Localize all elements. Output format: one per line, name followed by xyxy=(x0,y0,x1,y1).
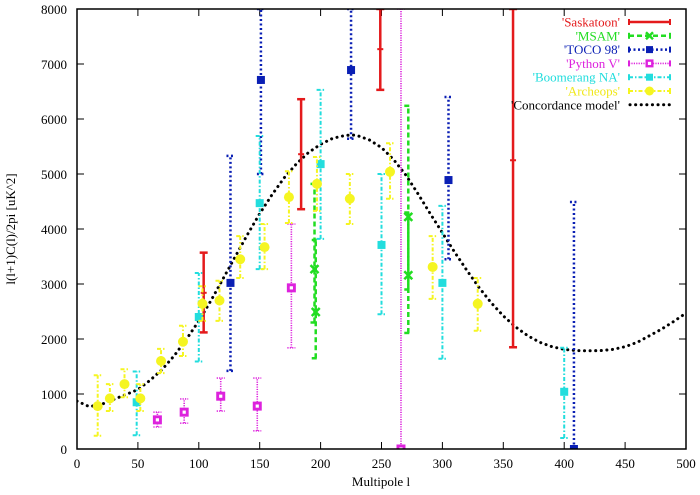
legend-label: 'Saskatoon' xyxy=(562,15,620,30)
plot-frame xyxy=(76,8,687,450)
legend-label: 'Archeops' xyxy=(565,84,620,99)
y-axis-label: l(l+1)C(l)/2pi [uK^2] xyxy=(3,173,18,284)
circle-marker xyxy=(92,401,103,412)
open-square-marker-center xyxy=(219,394,223,398)
open-square-marker-center xyxy=(255,404,259,408)
open-square-marker-center xyxy=(182,410,186,414)
series-msam xyxy=(309,104,414,360)
legend: 'Saskatoon''MSAM''TOCO 98''Python V''Boo… xyxy=(511,15,672,112)
circle-marker xyxy=(235,254,246,265)
legend-label: 'Python V' xyxy=(566,56,620,71)
x-axis-label: Multipole l xyxy=(352,474,411,489)
x-tick-label: 300 xyxy=(433,456,453,471)
circle-marker xyxy=(119,379,130,390)
series-boomerang-na xyxy=(132,88,569,439)
square-marker xyxy=(646,46,653,54)
x-marker xyxy=(403,270,414,281)
square-marker xyxy=(560,387,569,396)
x-marker xyxy=(310,307,321,317)
circle-marker xyxy=(259,242,270,253)
y-tick-label: 2000 xyxy=(41,332,67,347)
square-marker xyxy=(444,176,453,185)
y-tick-label: 6000 xyxy=(41,112,67,127)
y-tick-label: 0 xyxy=(61,442,68,457)
x-tick-label: 150 xyxy=(250,456,270,471)
circle-marker xyxy=(385,166,396,177)
circle-marker xyxy=(177,336,188,347)
open-square-marker-center xyxy=(155,418,159,422)
y-tick-label: 7000 xyxy=(41,57,67,72)
circle-marker xyxy=(311,178,322,189)
y-tick-label: 5000 xyxy=(41,167,67,182)
legend-label: 'Boomerang NA' xyxy=(533,70,620,85)
y-tick-label: 1000 xyxy=(41,387,67,402)
x-tick-label: 450 xyxy=(615,456,635,471)
square-marker xyxy=(255,199,264,208)
square-marker xyxy=(347,66,356,75)
square-marker xyxy=(132,398,141,407)
tick-labels: 0 50 100 150 200 250 300 350 400 450 5000100020003… xyxy=(41,2,696,471)
y-tick-label: 8000 xyxy=(41,2,67,17)
square-marker xyxy=(316,160,325,169)
x-tick-label: 400 xyxy=(554,456,574,471)
x-marker xyxy=(645,31,654,41)
square-marker xyxy=(256,75,265,84)
x-tick-label: 0 xyxy=(74,456,81,471)
square-marker xyxy=(226,278,235,287)
square-marker xyxy=(194,313,203,321)
circle-marker xyxy=(197,298,208,309)
open-square-marker-center xyxy=(647,61,652,65)
concordance-model-curve xyxy=(77,133,686,409)
circle-marker xyxy=(427,261,438,272)
legend-label: 'MSAM' xyxy=(576,28,620,43)
circle-marker xyxy=(344,193,355,204)
square-marker xyxy=(377,240,386,249)
circle-marker xyxy=(645,86,654,96)
series-toco-98 xyxy=(226,9,578,449)
x-tick-label: 500 xyxy=(676,456,696,471)
model-curve-layer xyxy=(77,133,686,409)
legend-label: 'TOCO 98' xyxy=(564,42,620,57)
circle-marker xyxy=(156,356,167,366)
y-tick-label: 4000 xyxy=(41,222,67,237)
circle-marker xyxy=(472,298,483,309)
square-marker xyxy=(438,278,447,287)
open-square-marker-center xyxy=(289,286,293,290)
legend-label: 'Concordance model' xyxy=(511,97,620,112)
square-marker xyxy=(569,445,578,449)
open-square-marker-center xyxy=(399,447,403,449)
y-tick-label: 3000 xyxy=(41,277,67,292)
series-layer xyxy=(92,9,578,449)
square-marker xyxy=(646,73,653,81)
series-archeops xyxy=(92,142,483,437)
x-tick-label: 200 xyxy=(311,456,331,471)
series-python-v xyxy=(152,9,406,449)
circle-marker xyxy=(135,393,146,404)
series-saskatoon xyxy=(199,9,518,349)
circle-marker xyxy=(104,393,115,404)
circle-marker xyxy=(214,295,225,306)
x-tick-label: 50 xyxy=(131,456,144,471)
x-tick-label: 250 xyxy=(372,456,392,471)
open-square-marker xyxy=(396,444,406,449)
x-tick-label: 100 xyxy=(189,456,209,471)
circle-marker xyxy=(283,192,294,203)
x-tick-label: 350 xyxy=(494,456,514,471)
